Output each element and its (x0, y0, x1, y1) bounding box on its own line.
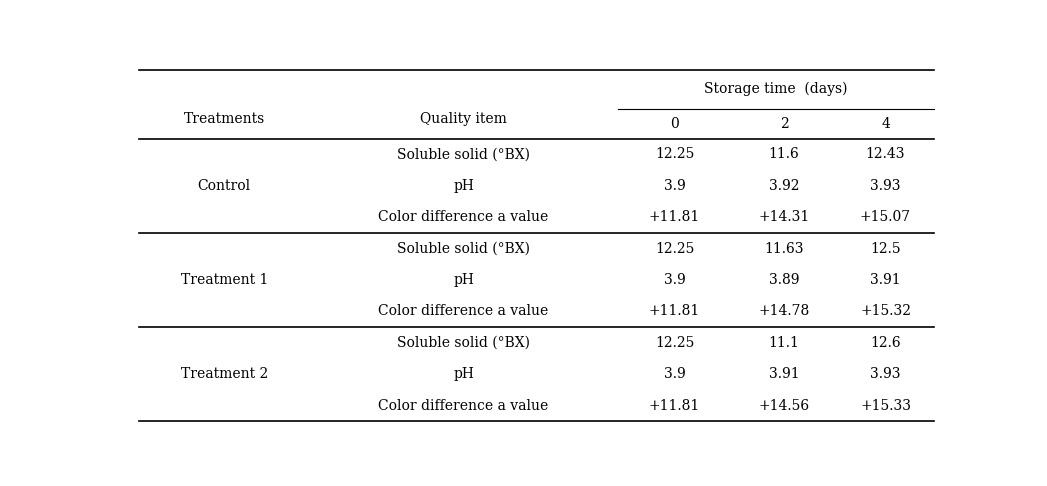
Text: 0: 0 (670, 117, 678, 131)
Text: +15.07: +15.07 (860, 210, 911, 224)
Text: +15.32: +15.32 (860, 304, 911, 318)
Text: +11.81: +11.81 (649, 210, 700, 224)
Text: 12.25: 12.25 (654, 147, 694, 161)
Text: 3.89: 3.89 (768, 273, 799, 287)
Text: 3.93: 3.93 (870, 367, 900, 381)
Text: pH: pH (453, 179, 474, 193)
Text: 3.9: 3.9 (664, 367, 686, 381)
Text: +15.33: +15.33 (860, 399, 911, 413)
Text: 11.63: 11.63 (764, 242, 804, 256)
Text: 11.1: 11.1 (768, 336, 800, 350)
Text: +14.78: +14.78 (758, 304, 809, 318)
Text: Soluble solid (°BX): Soluble solid (°BX) (397, 147, 530, 161)
Text: 12.25: 12.25 (654, 242, 694, 256)
Text: Soluble solid (°BX): Soluble solid (°BX) (397, 336, 530, 350)
Text: +14.56: +14.56 (758, 399, 809, 413)
Text: 3.91: 3.91 (768, 367, 800, 381)
Text: 11.6: 11.6 (768, 147, 800, 161)
Text: 3.92: 3.92 (768, 179, 799, 193)
Text: Treatment 1: Treatment 1 (180, 273, 268, 287)
Text: 3.9: 3.9 (664, 273, 686, 287)
Text: +11.81: +11.81 (649, 304, 700, 318)
Text: +11.81: +11.81 (649, 399, 700, 413)
Text: pH: pH (453, 273, 474, 287)
Text: Control: Control (198, 179, 250, 193)
Text: Quality item: Quality item (420, 112, 507, 126)
Text: Soluble solid (°BX): Soluble solid (°BX) (397, 242, 530, 256)
Text: +14.31: +14.31 (758, 210, 809, 224)
Text: 3.9: 3.9 (664, 179, 686, 193)
Text: 12.6: 12.6 (870, 336, 900, 350)
Text: 3.91: 3.91 (870, 273, 900, 287)
Text: 2: 2 (780, 117, 788, 131)
Text: 12.25: 12.25 (654, 336, 694, 350)
Text: Treatment 2: Treatment 2 (180, 367, 268, 381)
Text: Color difference a value: Color difference a value (378, 210, 549, 224)
Text: 12.5: 12.5 (870, 242, 900, 256)
Text: Treatments: Treatments (183, 112, 265, 126)
Text: Color difference a value: Color difference a value (378, 304, 549, 318)
Text: Storage time  (days): Storage time (days) (705, 82, 848, 96)
Text: 12.43: 12.43 (866, 147, 906, 161)
Text: 3.93: 3.93 (870, 179, 900, 193)
Text: pH: pH (453, 367, 474, 381)
Text: 4: 4 (882, 117, 890, 131)
Text: Color difference a value: Color difference a value (378, 399, 549, 413)
